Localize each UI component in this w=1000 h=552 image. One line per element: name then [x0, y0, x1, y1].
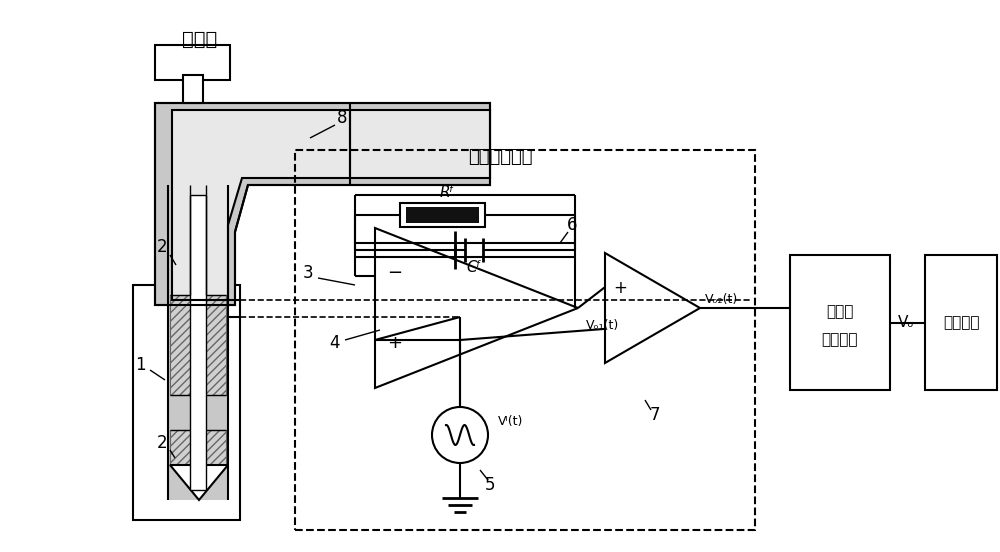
- Text: 传感器: 传感器: [182, 30, 218, 49]
- Polygon shape: [170, 430, 226, 465]
- Text: 2: 2: [157, 434, 167, 452]
- Text: 计算单元: 计算单元: [943, 315, 979, 330]
- Text: 4: 4: [330, 334, 340, 352]
- Text: 1: 1: [135, 356, 145, 374]
- Text: Vₒ₁(t): Vₒ₁(t): [586, 320, 619, 332]
- Polygon shape: [605, 253, 700, 363]
- Text: 8: 8: [337, 109, 347, 127]
- Text: Rᶠ: Rᶠ: [439, 185, 455, 200]
- Bar: [400, 203, 485, 227]
- Text: 2: 2: [157, 238, 167, 256]
- Bar: [790, 255, 890, 390]
- Text: +: +: [388, 334, 402, 352]
- Bar: [133, 285, 240, 520]
- Polygon shape: [170, 295, 226, 395]
- Polygon shape: [375, 228, 578, 388]
- Bar: [168, 180, 228, 500]
- Polygon shape: [170, 465, 228, 500]
- Text: 信号处理单元: 信号处理单元: [468, 148, 532, 166]
- Bar: [295, 150, 755, 530]
- Polygon shape: [172, 110, 490, 300]
- Polygon shape: [155, 103, 490, 305]
- Text: 5: 5: [485, 476, 495, 494]
- Text: 6: 6: [567, 216, 577, 234]
- Bar: [925, 255, 997, 390]
- Text: −: −: [387, 264, 403, 282]
- Text: Vₒ₂(t): Vₒ₂(t): [705, 294, 738, 306]
- Text: 3: 3: [303, 264, 313, 282]
- Bar: [190, 195, 206, 490]
- Text: Vᴵ(t): Vᴵ(t): [498, 415, 523, 427]
- Text: Cᶠ: Cᶠ: [466, 260, 482, 275]
- Bar: [406, 207, 479, 223]
- Text: 7: 7: [650, 406, 660, 424]
- Bar: [155, 45, 230, 80]
- Text: Vₒ: Vₒ: [898, 315, 915, 330]
- Text: +: +: [613, 279, 627, 297]
- Circle shape: [432, 407, 488, 463]
- Bar: [183, 75, 203, 103]
- Text: 有效值: 有效值: [826, 304, 854, 319]
- Text: 测量单元: 测量单元: [822, 332, 858, 348]
